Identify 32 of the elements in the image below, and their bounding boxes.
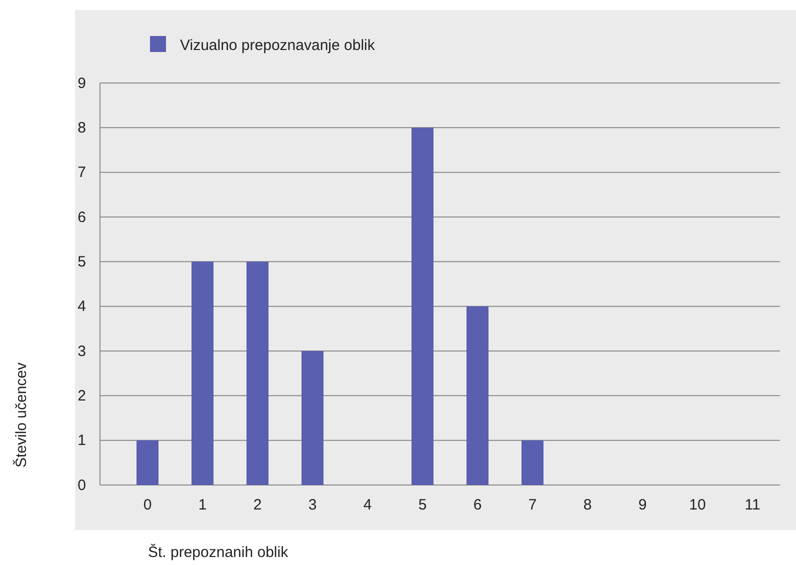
x-tick-label: 0 [143, 496, 152, 514]
legend-label: Vizualno prepoznavanje oblik [180, 37, 376, 54]
y-tick-label: 1 [78, 432, 86, 450]
bar [412, 128, 434, 485]
y-tick-label: 9 [78, 74, 86, 92]
y-tick-label: 7 [78, 164, 86, 182]
bar [246, 262, 268, 485]
x-tick-label: 9 [638, 496, 647, 514]
y-tick-label: 5 [78, 253, 86, 270]
bar [192, 262, 214, 485]
x-tick-label: 3 [308, 496, 317, 514]
y-tick-label: 2 [78, 387, 86, 404]
x-tick-label: 2 [253, 496, 262, 514]
x-tick-label: 1 [198, 496, 207, 514]
x-tick-label: 5 [418, 496, 427, 514]
x-tick-label: 10 [689, 496, 706, 514]
x-tick-label: 8 [583, 496, 592, 514]
y-axis-title: Število učencev [12, 362, 30, 468]
bar [136, 440, 158, 485]
bar [466, 306, 488, 485]
y-tick-label: 3 [78, 342, 86, 360]
y-tick-label: 0 [78, 476, 86, 494]
bar [302, 351, 324, 485]
y-tick-label: 4 [78, 298, 86, 316]
y-tick-label: 6 [78, 208, 86, 226]
x-axis-title: Št. prepoznanih oblik [148, 543, 289, 561]
x-tick-label: 4 [363, 496, 372, 514]
x-tick-label: 6 [473, 496, 482, 514]
bar [522, 440, 544, 485]
y-tick-label: 8 [78, 119, 86, 136]
x-tick-label: 11 [744, 496, 760, 514]
x-tick-label: 7 [528, 496, 537, 514]
